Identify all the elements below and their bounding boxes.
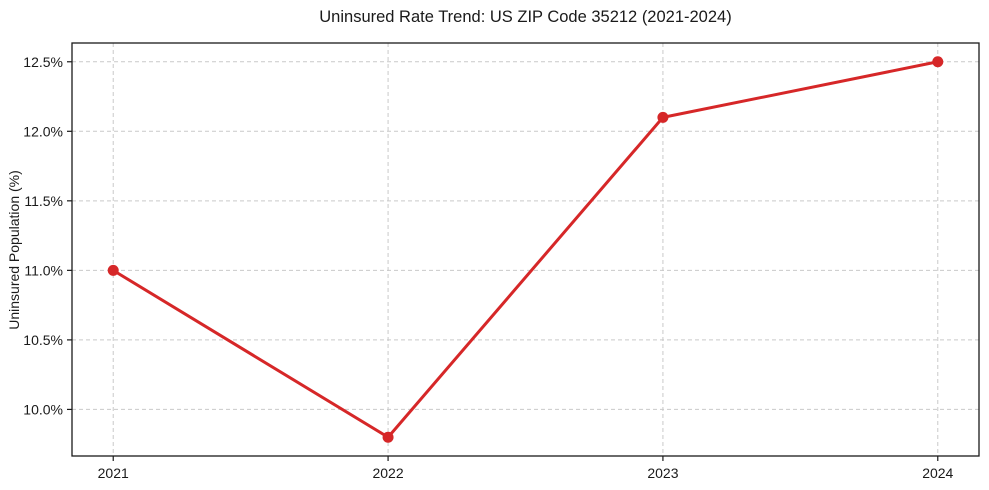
y-tick-label: 12.0% — [23, 123, 63, 139]
trend-line — [111, 60, 940, 439]
data-point-marker — [657, 111, 669, 123]
y-axis-label-box: Uninsured Population (%) — [0, 43, 28, 456]
chart-title: Uninsured Rate Trend: US ZIP Code 35212 … — [319, 8, 732, 26]
x-tick-label: 2023 — [647, 465, 678, 481]
plot-border — [71, 42, 980, 457]
y-tick-label: 10.0% — [23, 401, 63, 417]
data-point-marker — [107, 264, 119, 276]
y-axis-label: Uninsured Population (%) — [6, 169, 22, 330]
y-tick-label: 12.5% — [23, 54, 63, 70]
x-tick-label: 2021 — [98, 465, 129, 481]
y-tick-label: 11.5% — [24, 193, 63, 209]
x-tick-label: 2024 — [922, 465, 953, 481]
y-tick-label: 10.5% — [23, 332, 63, 348]
data-point-marker — [932, 56, 944, 68]
y-tick-label: 11.0% — [24, 262, 63, 278]
x-tick-label: 2022 — [372, 465, 403, 481]
data-point-marker — [382, 431, 394, 443]
